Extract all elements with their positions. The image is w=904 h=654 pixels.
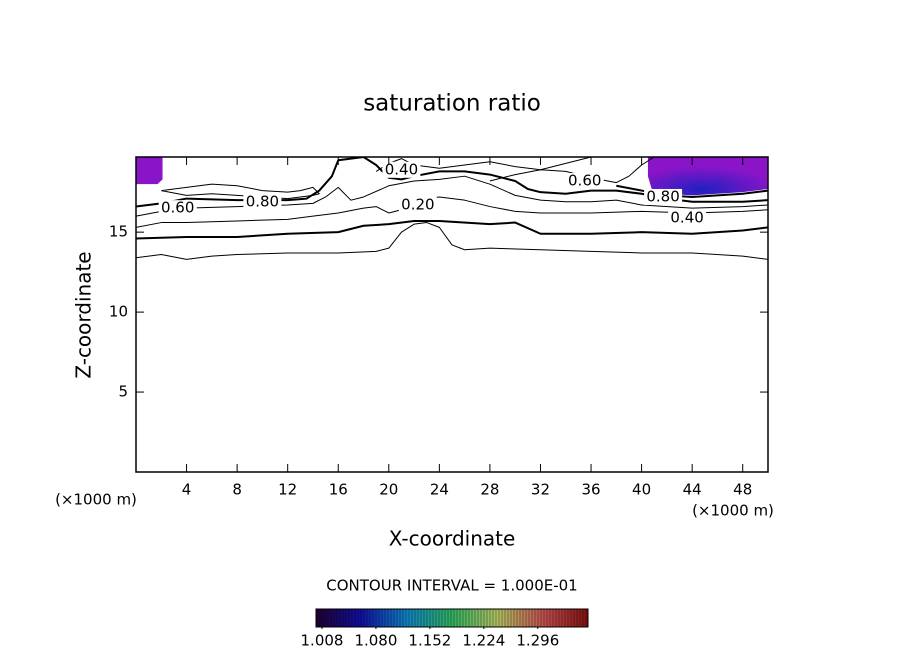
contour-label-text: 0.20 <box>401 195 434 213</box>
chart-title: saturation ratio <box>363 91 541 117</box>
contour-label: 0.60 <box>565 171 604 189</box>
contour-line <box>161 183 320 200</box>
x-tick-label: 44 <box>683 481 702 499</box>
contour-label: 0.60 <box>158 199 197 217</box>
colorbar-tick-label: 1.080 <box>354 632 397 650</box>
contour-label-text: 0.60 <box>161 199 194 217</box>
colorbar <box>315 608 589 628</box>
x-tick-label: 28 <box>480 481 499 499</box>
contour-label-text: 0.40 <box>385 160 418 178</box>
label-background <box>158 200 197 217</box>
colorbar-tick-label: 1.296 <box>516 632 559 650</box>
plot-frame <box>135 156 769 473</box>
x-tick-label: 20 <box>379 481 398 499</box>
contour-line <box>375 157 592 172</box>
filled-region <box>647 157 768 196</box>
contour-line <box>136 219 768 240</box>
colorbar-tick-label: 1.008 <box>301 632 344 650</box>
plot-area: 0.60 0.80 0.40 0.20 0.60 0.80 0.40 <box>136 157 768 260</box>
label-background <box>382 161 421 178</box>
y-tick-label: 5 <box>118 383 128 401</box>
y-tick-label: 10 <box>109 303 128 321</box>
contour-label-text: 0.80 <box>646 187 679 205</box>
x-unit: (×1000 m) <box>692 502 774 520</box>
x-tick-label: 48 <box>733 481 752 499</box>
contour-interval: CONTOUR INTERVAL = 1.000E-01 <box>326 577 577 595</box>
contour-label: 0.40 <box>382 160 421 178</box>
y-tick-label: 15 <box>109 223 128 241</box>
contour-line <box>616 184 768 198</box>
x-tick-label: 32 <box>531 481 550 499</box>
contour-label: 0.80 <box>243 192 282 210</box>
x-tick-label: 40 <box>632 481 651 499</box>
x-tick-label: 24 <box>430 481 449 499</box>
y-unit: (×1000 m) <box>55 491 137 509</box>
contour-label: 0.40 <box>668 208 707 226</box>
label-background <box>644 188 683 205</box>
contour-label: 0.20 <box>398 195 437 213</box>
colorbar-tick-label: 1.152 <box>408 632 451 650</box>
contour-label-text: 0.40 <box>670 208 703 226</box>
x-tick-label: 16 <box>329 481 348 499</box>
x-tick-label: 8 <box>232 481 242 499</box>
x-tick-label: 4 <box>182 481 192 499</box>
contour-line <box>136 222 768 260</box>
label-background <box>398 196 437 213</box>
label-background <box>243 193 282 210</box>
colorbar-tick-label: 1.224 <box>462 632 505 650</box>
x-axis-title: X-coordinate <box>389 527 516 551</box>
contour-label: 0.80 <box>644 187 683 205</box>
y-axis-title: Z-coordinate <box>72 251 96 378</box>
x-tick-label: 12 <box>278 481 297 499</box>
x-tick-label: 36 <box>581 481 600 499</box>
filled-region <box>136 157 163 185</box>
label-background <box>565 172 604 189</box>
contour-label-text: 0.80 <box>246 192 279 210</box>
label-background <box>668 209 707 226</box>
contour-label-text: 0.60 <box>568 171 601 189</box>
